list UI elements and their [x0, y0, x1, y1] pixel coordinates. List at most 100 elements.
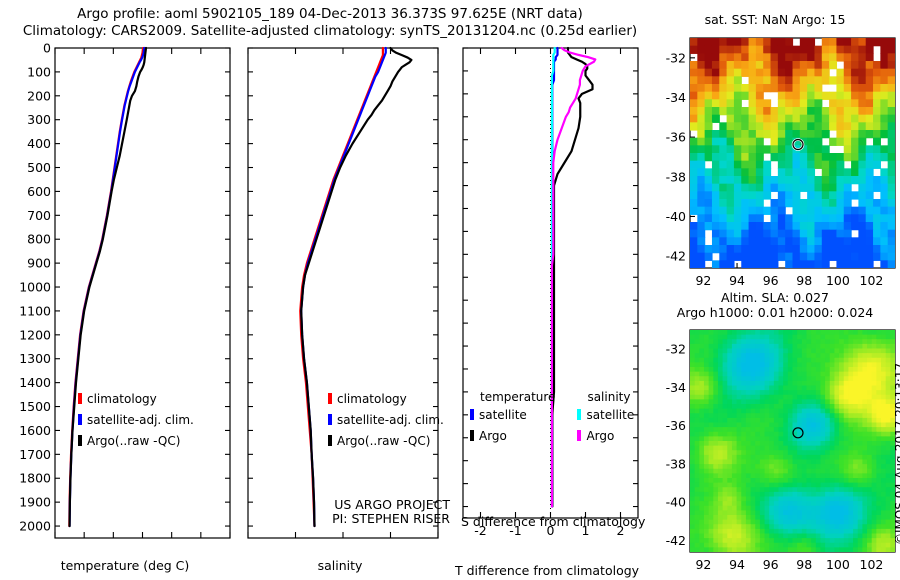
svg-text:0.25: 0.25 [572, 539, 600, 540]
svg-text:1500: 1500 [19, 399, 51, 414]
sst-map-panel: 92 94 96 98 100 102 -32 -34 -36 -38 -40 -42 [660, 30, 900, 295]
svg-text:500: 500 [27, 160, 51, 175]
svg-text:0: 0 [43, 41, 51, 56]
svg-text:-40: -40 [666, 209, 686, 224]
svg-text:1900: 1900 [19, 495, 51, 510]
legend-swatch-climatology [78, 393, 82, 404]
legend-item: Argo [470, 425, 555, 444]
legend-label: satellite [479, 408, 527, 422]
legend-item: satellite [577, 404, 660, 423]
legend-swatch-temp-argo [470, 430, 474, 441]
sla-map-title: Altim. SLA: 0.027 Argo h1000: 0.01 h2000… [665, 290, 885, 320]
difference-legend: temperature satellite Argo salinity sate… [470, 390, 660, 444]
legend-label: satellite [586, 408, 635, 422]
svg-text:-40: -40 [666, 495, 686, 510]
legend-label: Argo [479, 429, 507, 443]
page-title: Argo profile: aoml 5902105_189 04-Dec-20… [0, 6, 660, 40]
temperature-legend: climatology satellite-adj. clim. Argo(..… [78, 388, 194, 449]
svg-text:92: 92 [695, 273, 711, 288]
sla-map[interactable]: 92 94 96 98 100 102 -32 -34 -36 -38 -40 -42 [660, 322, 900, 580]
svg-text:-38: -38 [666, 456, 686, 471]
svg-text:1800: 1800 [19, 471, 51, 486]
temperature-profile-plot[interactable]: 0 100 200 300 400 500 600 700 800 900 1000 1100 1200… [0, 40, 240, 540]
legend-swatch-argo [328, 435, 332, 446]
sst-map[interactable]: 92 94 96 98 100 102 -32 -34 -36 -38 -40 -42 [660, 30, 900, 295]
legend-item: satellite-adj. clim. [328, 409, 444, 428]
svg-text:-38: -38 [666, 169, 686, 184]
sla-map-panel: 92 94 96 98 100 102 -32 -34 -36 -38 -40 -42 [660, 322, 900, 580]
svg-text:1400: 1400 [19, 375, 51, 390]
salinity-axis-label: salinity [317, 558, 363, 573]
svg-text:-2: -2 [474, 523, 486, 538]
svg-text:-34: -34 [666, 380, 686, 395]
svg-text:-42: -42 [666, 533, 686, 548]
svg-text:100: 100 [826, 557, 850, 572]
svg-text:102: 102 [860, 557, 884, 572]
legend-item: satellite [470, 404, 555, 423]
legend-label: Argo(..raw -QC) [337, 434, 431, 448]
svg-text:1000: 1000 [19, 280, 51, 295]
svg-text:-36: -36 [666, 130, 686, 145]
project-name: US ARGO PROJECT [334, 497, 450, 512]
legend-swatch-sal-argo [577, 430, 582, 441]
svg-text:0.5: 0.5 [611, 539, 631, 540]
svg-text:300: 300 [27, 112, 51, 127]
svg-text:100: 100 [27, 64, 51, 79]
svg-text:-42: -42 [666, 249, 686, 264]
legend-item: Argo(..raw -QC) [328, 430, 444, 449]
svg-text:1100: 1100 [19, 303, 51, 318]
svg-text:-32: -32 [666, 342, 686, 357]
legend-item: Argo [577, 425, 660, 444]
svg-text:-1: -1 [509, 523, 521, 538]
sst-map-title: sat. SST: NaN Argo: 15 [704, 12, 846, 27]
svg-text:600: 600 [27, 184, 51, 199]
svg-text:200: 200 [27, 88, 51, 103]
svg-text:1600: 1600 [19, 423, 51, 438]
svg-text:400: 400 [27, 136, 51, 151]
svg-text:-32: -32 [666, 50, 686, 65]
salinity-profile-panel: 3434.53535.536 [240, 40, 455, 540]
legend-label: climatology [87, 392, 157, 406]
temperature-axis-label: temperature (deg C) [60, 558, 190, 573]
svg-text:-36: -36 [666, 418, 686, 433]
legend-swatch-temp-satellite [470, 409, 474, 420]
legend-group-header-temperature: temperature [480, 390, 556, 404]
legend-label: satellite-adj. clim. [337, 413, 444, 427]
legend-swatch-climatology [328, 393, 332, 404]
title-line-2: Climatology: CARS2009. Satellite-adjuste… [22, 23, 638, 39]
svg-text:94: 94 [729, 273, 745, 288]
title-line-1: Argo profile: aoml 5902105_189 04-Dec-20… [77, 6, 583, 22]
svg-text:102: 102 [860, 273, 884, 288]
legend-swatch-argo [78, 435, 82, 446]
legend-label: Argo [586, 429, 615, 443]
svg-text:98: 98 [796, 273, 812, 288]
legend-swatch-sal-satellite [577, 409, 582, 420]
svg-text:0: 0 [547, 539, 555, 540]
legend-item: climatology [328, 388, 444, 407]
svg-text:100: 100 [826, 273, 850, 288]
legend-label: satellite-adj. clim. [87, 413, 194, 427]
svg-text:92: 92 [695, 557, 711, 572]
salinity-profile-plot[interactable]: 3434.53535.536 [240, 40, 455, 540]
svg-text:98: 98 [796, 557, 812, 572]
legend-label: Argo(..raw -QC) [87, 434, 181, 448]
svg-text:96: 96 [763, 557, 779, 572]
salinity-legend: climatology satellite-adj. clim. Argo(..… [328, 388, 444, 449]
temperature-profile-panel: 0 100 200 300 400 500 600 700 800 900 1000 1100 1200… [0, 40, 240, 540]
svg-text:1: 1 [582, 523, 590, 538]
svg-text:-0.25: -0.25 [499, 539, 531, 540]
svg-text:96: 96 [763, 273, 779, 288]
legend-label: climatology [337, 392, 407, 406]
svg-text:1700: 1700 [19, 447, 51, 462]
svg-text:1300: 1300 [19, 351, 51, 366]
svg-text:-0.5: -0.5 [468, 539, 492, 540]
svg-text:1200: 1200 [19, 327, 51, 342]
copyright-text: ©IMOS 04-Aug-2017 20:13:17 [893, 362, 900, 545]
sla-title-line-1: Altim. SLA: 0.027 [720, 290, 829, 305]
svg-text:900: 900 [27, 256, 51, 271]
legend-item: Argo(..raw -QC) [78, 430, 194, 449]
legend-swatch-satellite [78, 414, 82, 425]
legend-group-header-salinity: salinity [587, 390, 631, 404]
